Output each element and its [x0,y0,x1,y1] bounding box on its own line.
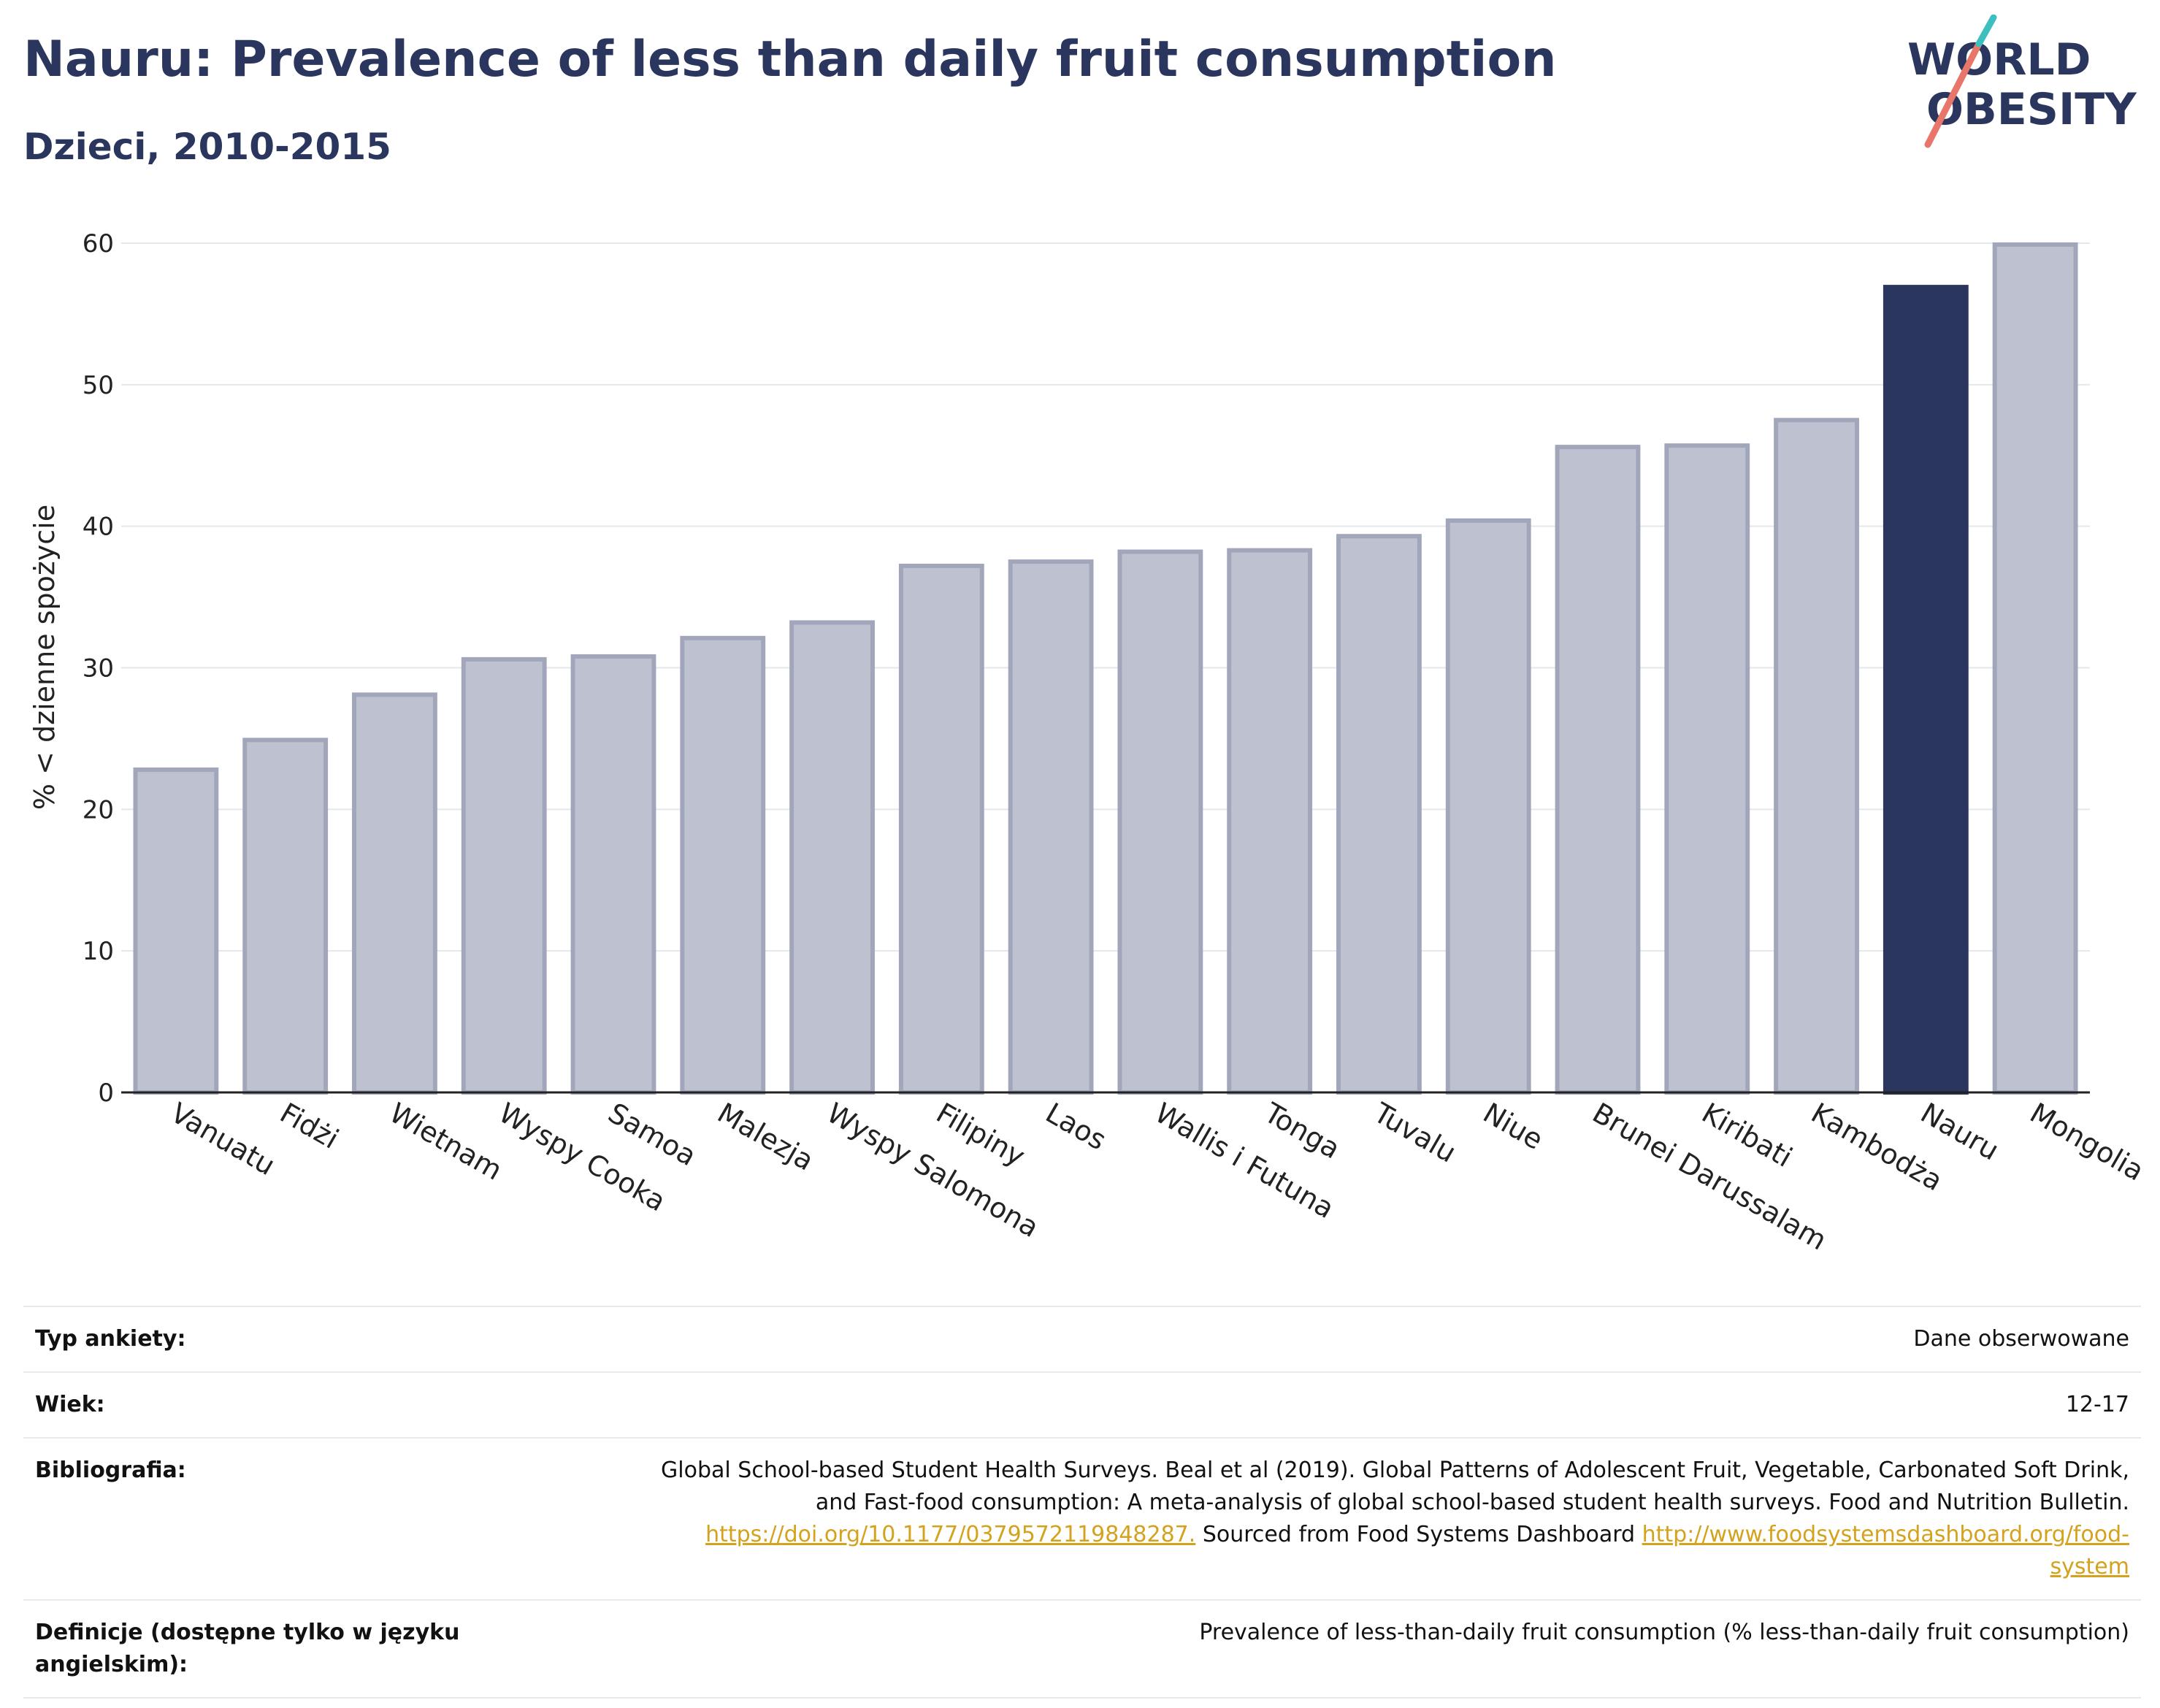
x-tick-label: Tuvalu [1368,1096,1461,1169]
definition-label: Definicje (dostępne tylko w języku angie… [23,1599,514,1699]
metadata-table: Typ ankiety: Dane obserwowane Wiek: 12-1… [23,1306,2141,1699]
bar-tuvalu [1336,534,1422,1095]
meta-row-bibliography: Bibliografia: Global School-based Studen… [23,1437,2141,1601]
bibliography-line2: and Fast-food consumption: A meta-analys… [815,1490,2129,1515]
bar-samoa [570,654,656,1095]
y-tick-label: 40 [83,513,114,542]
bar-kiribati [1664,443,1750,1095]
bar-wyspy-salomona [789,620,875,1095]
bibliography-label: Bibliografia: [23,1437,514,1601]
page-subtitle: Dzieci, 2010-2015 [23,126,391,168]
bar-nauru [1883,285,1969,1095]
definition-value: Prevalence of less-than-daily fruit cons… [514,1599,2141,1699]
bar-vanuatu [133,767,219,1095]
logo-slash-teal [1975,15,1997,47]
bar-mongolia [1992,242,2078,1095]
logo-line2: OBESITY [1926,84,2137,135]
x-tick-label: Wallis i Futuna [1149,1097,1339,1225]
bar-filipiny [898,563,984,1095]
survey-type-label: Typ ankiety: [23,1306,514,1373]
y-tick-label: 0 [98,1079,114,1108]
bar-wietnam [352,692,437,1095]
bibliography-source: Sourced from Food Systems Dashboard [1195,1522,1642,1547]
x-tick-label: Fidżi [275,1097,344,1155]
age-value: 12-17 [514,1371,2141,1439]
y-tick-label: 30 [83,654,114,683]
x-tick-label: Vanuatu [165,1097,280,1182]
y-tick-label: 50 [83,371,114,400]
y-tick-labels: 0 10 20 30 40 50 60 [83,229,114,1108]
dashboard-link[interactable]: http://www.foodsystemsdashboard.org/food… [1642,1522,2129,1547]
bar-laos [1008,559,1094,1095]
bar-malezja [680,635,766,1095]
meta-row-age: Wiek: 12-17 [23,1371,2141,1439]
age-label: Wiek: [23,1371,514,1439]
logo-line1: WORLD [1907,34,2091,85]
bar-wallis-i-futuna [1117,549,1203,1095]
meta-row-survey: Typ ankiety: Dane obserwowane [23,1306,2141,1373]
y-axis-label: % < dzienne spożycie [28,505,61,810]
x-tick-label: Malezja [712,1097,819,1177]
doi-link[interactable]: https://doi.org/10.1177/0379572119848287… [705,1522,1196,1547]
bars [133,242,2078,1095]
x-tick-label: Tonga [1258,1096,1345,1165]
survey-type-value: Dane obserwowane [514,1306,2141,1373]
x-tick-label: Mongolia [2025,1097,2150,1187]
bibliography-line1: Global School-based Student Health Surve… [661,1458,2129,1483]
x-tick-label: Wietnam [384,1097,508,1187]
x-tick-label: Niue [1478,1097,1549,1156]
bar-fidżi [242,738,329,1095]
bibliography-value: Global School-based Student Health Surve… [514,1437,2141,1601]
meta-row-definition: Definicje (dostępne tylko w języku angie… [23,1599,2141,1699]
x-tick-label: Laos [1041,1097,1112,1157]
bar-tonga [1227,548,1313,1095]
y-tick-label: 60 [83,229,114,259]
bar-wyspy-cooka [461,656,547,1095]
bar-niue [1445,518,1531,1095]
page-title: Nauru: Prevalence of less than daily fru… [23,31,1557,88]
bar-kambodża [1774,418,1859,1095]
x-tick-label: Nauru [1915,1097,2004,1167]
gridlines [121,242,2090,952]
logo-slash-coral [1924,40,1983,148]
world-obesity-logo: WORLD OBESITY [1907,15,2137,148]
dashboard-link-cont[interactable]: system [2050,1554,2129,1579]
y-tick-label: 10 [83,937,114,966]
bar-brunei-darussalam [1555,445,1641,1095]
y-tick-label: 20 [83,795,114,824]
